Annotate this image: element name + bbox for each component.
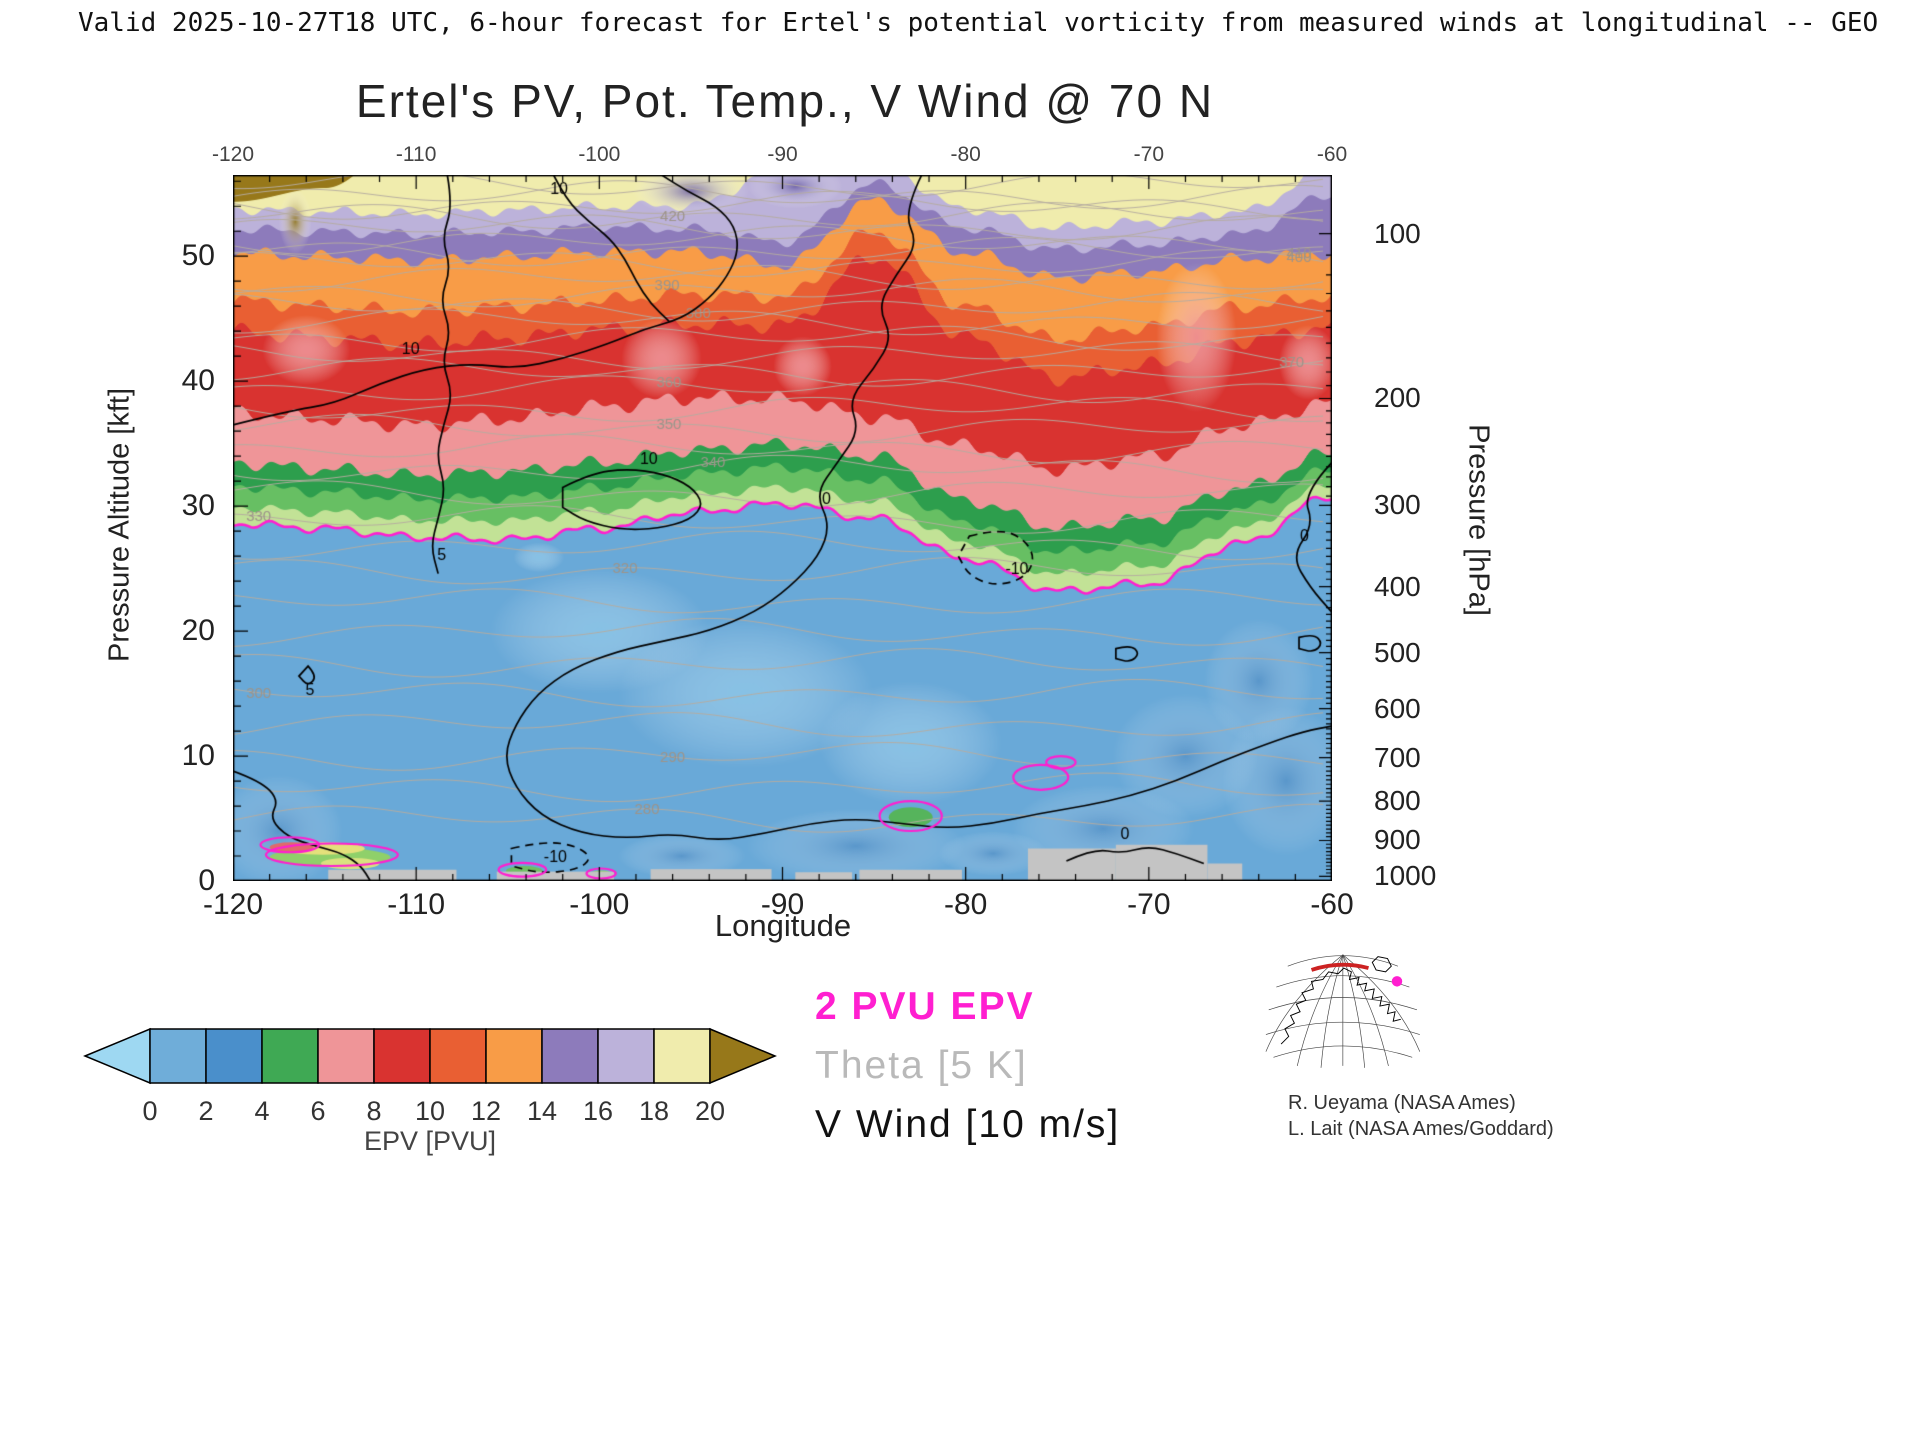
colorbar-tick-label: 8 [366,1096,382,1126]
x-top-tick-label: -100 [578,143,621,166]
legend-entry-0: 2 PVU EPV [815,985,1035,1028]
right-tick-label: 100 [1374,217,1421,249]
right-axis-label: Pressure [hPa] [1462,424,1495,616]
valid-time-header: Valid 2025-10-27T18 UTC, 6-hour forecast… [78,8,1879,38]
location-dot [1391,976,1403,987]
colorbar-tick-label: 12 [470,1096,502,1126]
right-tick-label: 900 [1374,824,1421,856]
right-tick-label: 600 [1374,692,1421,724]
x-top-tick-label: -90 [767,143,798,166]
colorbar-under-arrow [83,1027,151,1085]
colorbar-tick-label: 4 [254,1096,270,1126]
colorbar-tick-label: 20 [694,1096,726,1126]
colorbar-tick-label: 18 [638,1096,670,1126]
x-tick-label: -80 [943,888,988,921]
graticule [1265,954,1421,1068]
colorbar-tick-label: 16 [582,1096,614,1126]
colorbar-segment [317,1028,375,1084]
x-tick-label: -120 [202,888,264,921]
legend-entry-1: Theta [5 K] [815,1044,1028,1087]
cross-section-line [1310,962,1369,972]
x-top-tick-label: -110 [395,143,437,166]
right-tick-label: 800 [1374,785,1421,817]
colorbar-label: EPV [PVU] [363,1126,497,1156]
x-top-tick-label: -70 [1133,143,1165,166]
colorbar-segment [205,1028,263,1084]
colorbar-segment [149,1028,207,1084]
right-tick-label: 700 [1374,741,1421,773]
legend-entry-2: V Wind [10 m/s] [815,1103,1121,1146]
colorbar-segment [373,1028,431,1084]
right-tick-label: 300 [1374,489,1421,521]
colorbar-over-arrow [709,1027,777,1085]
right-tick-label: 400 [1374,570,1421,602]
x-tick-label: -60 [1310,888,1354,921]
left-tick-label: 50 [181,239,215,273]
x-axis-label: Longitude [714,908,852,943]
credit-line-2: L. Lait (NASA Ames/Goddard) [1288,1118,1554,1140]
colorbar-tick-label: 6 [310,1096,326,1126]
x-top-tick-label: -60 [1316,143,1348,166]
right-tick-label: 200 [1374,382,1421,414]
left-tick-label: 30 [181,489,215,523]
x-tick-label: -100 [569,888,630,921]
colorbar-segment [541,1028,599,1084]
colorbar-tick-label: 10 [414,1096,446,1126]
left-axis-label: Pressure Altitude [kft] [103,387,136,663]
x-tick-label: -90 [760,888,805,921]
location-inset-map [1265,954,1421,1068]
colorbar-segment [429,1028,487,1084]
right-tick-label: 500 [1374,636,1421,668]
colorbar-svg [83,1027,777,1085]
x-tick-label: -70 [1127,888,1171,921]
pv-cross-section-canvas [233,175,1332,881]
coastlines [1280,956,1401,1045]
x-top-tick-label: -80 [950,143,981,166]
left-tick-label: 10 [181,739,215,773]
x-top-tick-label: -120 [211,143,255,166]
colorbar-segment [261,1028,319,1084]
colorbar-tick-label: 0 [142,1096,158,1126]
left-tick-label: 0 [198,864,215,897]
colorbar-tick-label: 2 [198,1096,214,1126]
colorbar-tick-label: 14 [526,1096,558,1126]
colorbar-segment [485,1028,543,1084]
page-title: Ertel's PV, Pot. Temp., V Wind @ 70 N [355,75,1215,127]
left-tick-label: 40 [181,364,215,398]
colorbar-segment [653,1028,711,1084]
x-tick-label: -110 [387,888,446,921]
colorbar-segment [597,1028,655,1084]
left-tick-label: 20 [181,614,215,648]
credit-line-1: R. Ueyama (NASA Ames) [1288,1092,1516,1114]
right-tick-label: 1000 [1374,860,1437,892]
